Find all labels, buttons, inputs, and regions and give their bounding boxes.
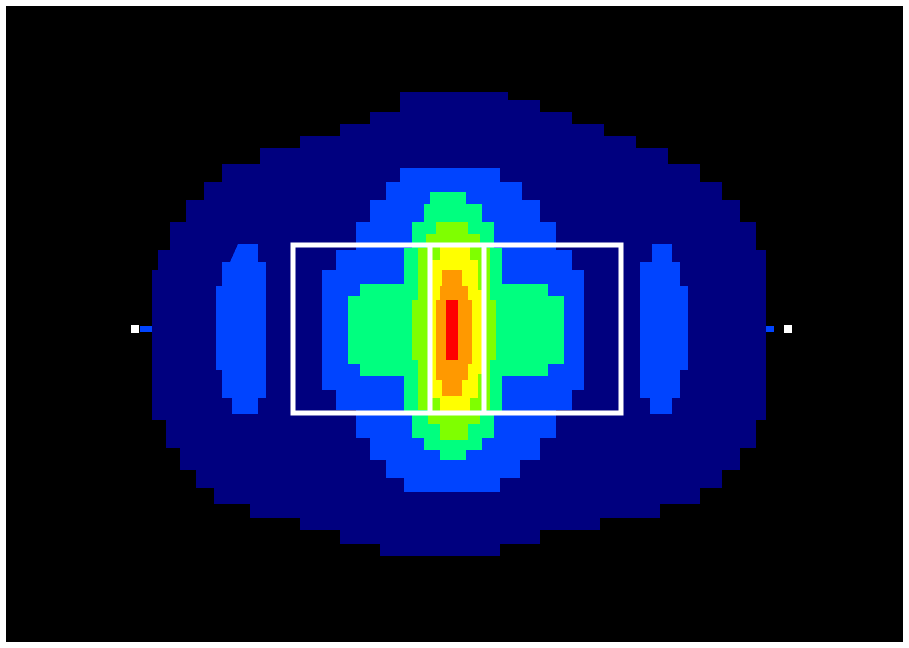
marker-left xyxy=(131,325,139,333)
contour-level-7-core xyxy=(446,300,458,360)
contour-level-2-right-lobe xyxy=(640,244,688,414)
center-bar xyxy=(427,242,487,416)
marker-right xyxy=(784,325,792,333)
axis-spike-left xyxy=(140,326,152,332)
contour-level-2-left-lobe xyxy=(216,244,266,414)
axis-spike-right xyxy=(766,326,774,332)
